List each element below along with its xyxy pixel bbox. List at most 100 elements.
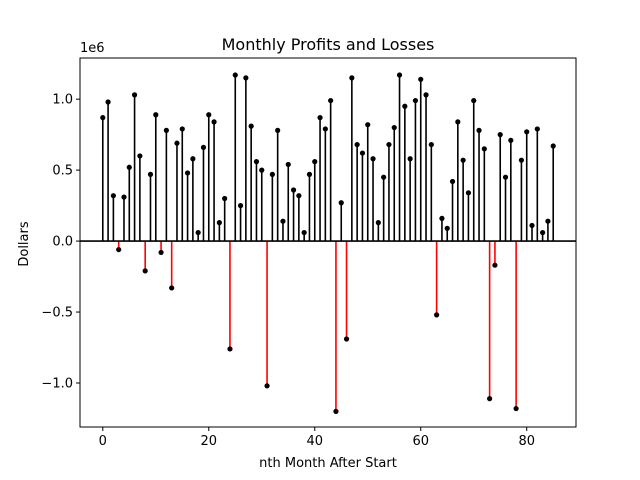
data-point <box>434 312 440 318</box>
data-point <box>269 171 275 177</box>
data-point <box>131 92 138 98</box>
data-point <box>402 103 408 109</box>
y-tick-label: −1.0 <box>41 377 73 392</box>
y-tick-label: −0.5 <box>41 306 73 321</box>
data-point <box>253 159 260 165</box>
data-point <box>147 171 154 177</box>
data-point <box>259 167 265 173</box>
data-point <box>513 405 519 412</box>
x-tick-label: 0 <box>99 434 107 449</box>
data-point <box>407 156 413 162</box>
data-point <box>174 140 180 146</box>
data-point <box>492 262 498 268</box>
chart-title: Monthly Profits and Losses <box>222 35 435 54</box>
data-point <box>550 143 556 149</box>
data-point <box>275 127 281 133</box>
data-point <box>248 123 254 129</box>
data-point <box>460 157 466 163</box>
data-point <box>349 75 355 81</box>
data-point <box>471 97 477 104</box>
data-point <box>328 97 334 104</box>
data-point <box>391 124 397 131</box>
data-point <box>476 127 482 133</box>
data-point <box>126 164 132 170</box>
data-point <box>423 92 429 98</box>
data-point <box>524 129 530 135</box>
data-point <box>280 218 286 224</box>
x-tick-label: 80 <box>518 434 535 449</box>
y-offset-label: 1e6 <box>80 41 105 56</box>
data-point <box>110 193 116 199</box>
data-point <box>216 220 222 226</box>
data-point <box>481 146 487 152</box>
data-point <box>534 126 540 132</box>
data-point <box>301 229 307 236</box>
y-tick-label: 0.0 <box>52 235 73 250</box>
data-point <box>227 346 233 352</box>
data-point <box>465 190 472 196</box>
data-point <box>163 127 169 133</box>
data-point <box>322 126 328 132</box>
data-point <box>502 174 509 180</box>
x-axis-label: nth Month After Start <box>259 456 397 471</box>
data-point <box>354 141 360 148</box>
data-point <box>497 132 503 138</box>
data-point <box>184 170 191 176</box>
data-point <box>306 171 313 177</box>
data-point <box>121 194 127 200</box>
data-point <box>338 200 344 206</box>
data-point <box>333 408 339 414</box>
data-point <box>264 383 270 389</box>
data-point <box>518 157 525 163</box>
data-point <box>545 218 551 224</box>
data-point <box>365 122 371 128</box>
data-point <box>179 126 185 132</box>
data-point <box>487 396 493 402</box>
data-point <box>169 285 175 291</box>
y-axis-ticks: −1.0 −0.5 0.0 0.5 1.0 <box>41 93 80 392</box>
data-point <box>418 76 424 82</box>
plot-frame <box>79 57 577 428</box>
data-point <box>370 156 376 162</box>
y-tick-label: 1.0 <box>52 93 73 108</box>
data-point <box>343 336 350 342</box>
data-point <box>296 193 302 199</box>
data-point <box>290 187 297 193</box>
data-point <box>439 215 445 221</box>
x-tick-label: 20 <box>200 434 217 449</box>
x-tick-label: 60 <box>412 434 429 449</box>
data-point <box>116 246 122 253</box>
data-point <box>540 229 546 236</box>
data-point <box>285 161 291 168</box>
data-point <box>375 220 381 226</box>
data-point <box>508 137 514 143</box>
data-point <box>105 99 111 105</box>
data-point <box>428 141 434 148</box>
data-point <box>195 229 201 236</box>
data-point <box>386 141 392 148</box>
y-axis-label: Dollars <box>17 221 32 266</box>
data-point <box>237 203 244 209</box>
x-tick-label: 40 <box>306 434 323 449</box>
data-point <box>529 222 535 229</box>
data-point <box>449 178 456 185</box>
data-point <box>190 156 196 162</box>
data-point <box>222 195 228 202</box>
data-point <box>200 144 207 151</box>
x-axis-ticks: 0 20 40 60 80 <box>99 427 535 449</box>
data-point <box>381 174 387 180</box>
data-point <box>396 72 403 78</box>
stems-group <box>101 75 555 412</box>
data-point <box>444 225 450 231</box>
y-tick-label: 0.5 <box>52 164 73 179</box>
data-point <box>317 115 323 121</box>
data-point <box>232 72 238 78</box>
data-point <box>153 112 159 118</box>
data-point <box>359 150 366 156</box>
data-point <box>137 153 143 159</box>
data-point <box>100 115 106 121</box>
data-point <box>243 75 249 81</box>
data-point <box>142 268 148 274</box>
data-point <box>206 112 212 118</box>
